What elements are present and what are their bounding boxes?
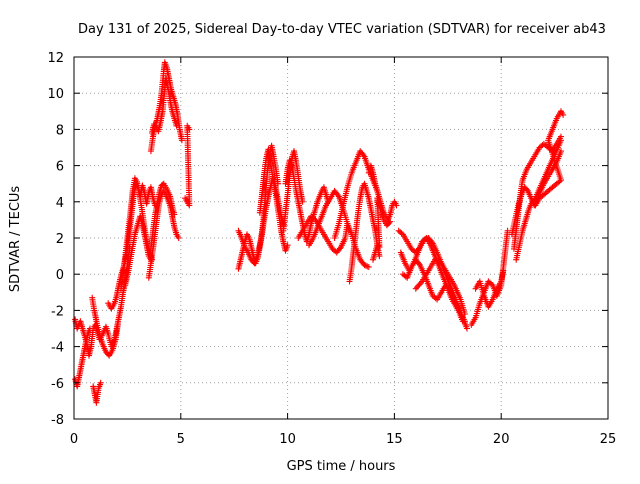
- data-point: [387, 218, 394, 225]
- data-point: [416, 281, 423, 288]
- data-point: [360, 152, 367, 159]
- data-point: [114, 321, 121, 328]
- y-tick-label: 2: [56, 232, 64, 247]
- data-point: [173, 122, 180, 129]
- x-tick-label: 25: [600, 432, 617, 447]
- data-point: [171, 211, 178, 218]
- y-tick-label: 0: [56, 268, 64, 283]
- data-point: [97, 379, 104, 386]
- data-point: [334, 192, 341, 198]
- data-point: [560, 111, 567, 118]
- data-point: [284, 242, 291, 249]
- x-tick-label: 10: [279, 432, 296, 447]
- data-point: [376, 253, 383, 260]
- data-point: [375, 243, 382, 250]
- data-point: [416, 260, 422, 267]
- y-axis-label: SDTVAR / TECUs: [8, 186, 23, 293]
- data-point: [556, 178, 563, 185]
- data-point: [414, 284, 420, 291]
- data-point: [500, 267, 507, 274]
- data-point: [336, 245, 343, 252]
- data-point: [504, 227, 511, 234]
- x-axis-label: GPS time / hours: [287, 459, 396, 474]
- y-tick-label: -6: [51, 377, 64, 392]
- y-tick-label: 10: [47, 87, 64, 102]
- data-point: [178, 137, 185, 144]
- data-point: [459, 318, 466, 325]
- data-point: [523, 186, 530, 193]
- data-points: [72, 59, 567, 406]
- data-point: [464, 325, 470, 332]
- data-point: [386, 219, 393, 226]
- data-point: [87, 325, 93, 332]
- chart-title: Day 131 of 2025, Sidereal Day-to-day VTE…: [78, 22, 606, 37]
- data-point: [461, 311, 468, 317]
- y-tick-label: -4: [51, 341, 64, 356]
- y-tick-label: -2: [51, 304, 64, 319]
- y-tick-label: 6: [56, 160, 64, 175]
- data-point: [365, 264, 372, 270]
- x-tick-label: 5: [177, 432, 185, 447]
- y-tick-label: 4: [56, 196, 64, 211]
- data-point: [362, 262, 369, 269]
- x-tick-label: 0: [70, 432, 78, 447]
- data-point: [558, 137, 564, 144]
- y-tick-label: 12: [47, 51, 64, 66]
- data-point: [175, 235, 182, 241]
- data-point: [186, 126, 193, 133]
- y-tick-label: -8: [51, 413, 64, 428]
- data-point: [361, 262, 368, 269]
- x-tick-label: 15: [386, 432, 403, 447]
- data-point: [393, 202, 400, 209]
- y-tick-label: 8: [56, 123, 64, 138]
- grid-lines: [74, 57, 608, 419]
- x-tick-label: 20: [493, 432, 510, 447]
- axis-ticks: 0 5 10 15 20 25 -8 -6 -4 -2 0 2 4 6 8 10 12: [47, 51, 616, 447]
